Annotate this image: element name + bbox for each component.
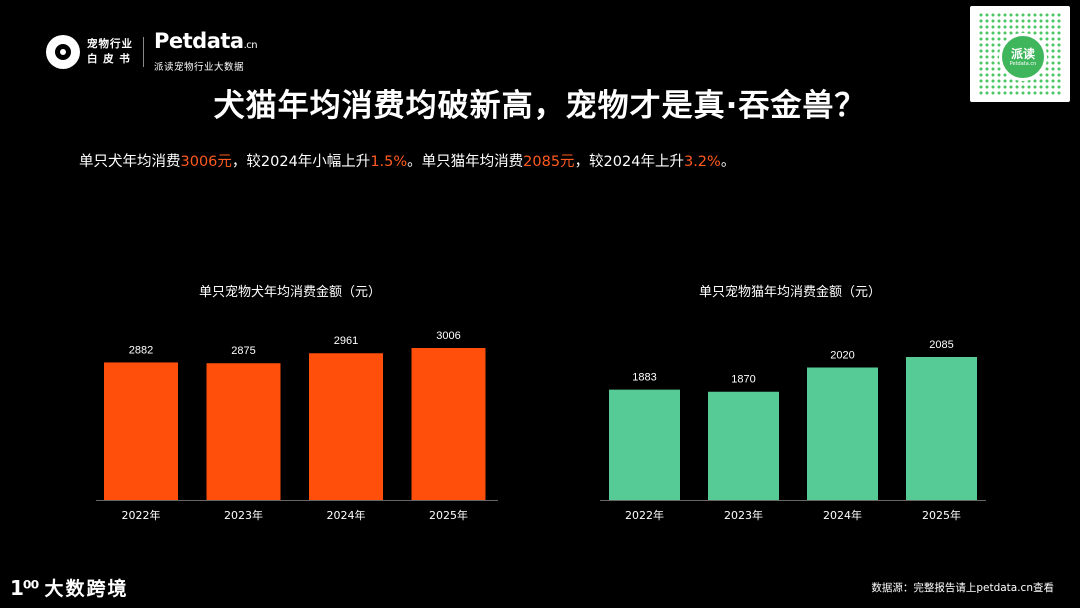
dog-bar-0 xyxy=(104,362,178,500)
brand-name: Petdata.cn xyxy=(154,29,258,53)
cat-bar-1 xyxy=(708,391,779,500)
cat-category-label-1: 2023年 xyxy=(724,508,763,522)
dashuju-logo-icon: 1⁰⁰ xyxy=(10,575,39,600)
whitepaper-label: 宠物行业 白 皮 书 xyxy=(87,37,133,65)
cat-category-label-0: 2022年 xyxy=(625,508,664,522)
cat-value-label-2: 2020 xyxy=(830,350,854,362)
dog-chart-title: 单只宠物犬年均消费金额（元） xyxy=(198,285,381,300)
dog-value-label-2: 2961 xyxy=(334,335,358,347)
dog-bar-2 xyxy=(309,353,383,500)
cat-value-label-1: 1870 xyxy=(731,374,755,386)
brand: Petdata.cn 派读宠物行业大数据 xyxy=(154,29,258,73)
pet-logo-icon xyxy=(46,34,80,69)
dog-category-label-0: 2022年 xyxy=(122,508,161,522)
logo-divider xyxy=(143,36,144,67)
cat-value-label-3: 2085 xyxy=(929,339,953,351)
dog-category-label-2: 2024年 xyxy=(327,508,366,522)
dog-value-label-3: 3006 xyxy=(436,330,460,342)
cat-category-label-2: 2024年 xyxy=(823,508,862,522)
page-title: 犬猫年均消费均破新高，宠物才是真·吞金兽？ xyxy=(213,88,867,124)
dog-bar-3 xyxy=(411,348,486,500)
dog-category-label-1: 2023年 xyxy=(224,508,263,522)
footer-brand-name: 大数跨境 xyxy=(44,578,129,600)
dog-category-label-3: 2025年 xyxy=(429,508,468,522)
data-source: 数据源：完整报告请上petdata.cn查看 xyxy=(871,582,1054,594)
brand-subtitle: 派读宠物行业大数据 xyxy=(154,62,245,73)
dog-growth-value: 1.5% xyxy=(370,154,408,170)
qr-code: 派读 Petdata.cn xyxy=(970,6,1070,102)
cat-bar-3 xyxy=(906,357,977,500)
cat-growth-value: 3.2% xyxy=(683,154,721,170)
cat-bar-0 xyxy=(609,389,680,500)
cat-category-label-3: 2025年 xyxy=(922,508,961,522)
cat-value-label-0: 1883 xyxy=(632,372,656,384)
summary-text: 单只犬年均消费3006元，较2024年小幅上升1.5%。单只猫年均消费2085元… xyxy=(79,154,736,170)
qr-center-badge: 派读 Petdata.cn xyxy=(999,33,1047,81)
cat-bar-2 xyxy=(807,367,878,500)
footer-logo: 1⁰⁰ 大数跨境 xyxy=(10,574,128,601)
cat-chart-title: 单只宠物猫年均消费金额（元） xyxy=(698,285,881,300)
cat-spend-value: 2085元 xyxy=(523,154,575,170)
dog-value-label-0: 2882 xyxy=(129,344,153,356)
dog-spend-value: 3006元 xyxy=(180,154,232,170)
dog-bar-1 xyxy=(206,363,281,500)
header-logo: 宠物行业 白 皮 书 Petdata.cn 派读宠物行业大数据 xyxy=(46,29,258,73)
dog-value-label-1: 2875 xyxy=(231,345,255,357)
